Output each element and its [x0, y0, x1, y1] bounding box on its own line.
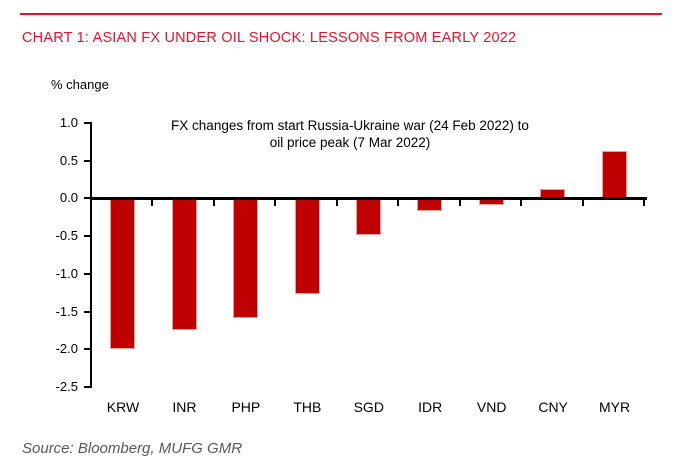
y-axis-tick-label: -1.0: [55, 265, 78, 281]
x-axis-tick: [458, 199, 461, 206]
y-axis-tick-label: -2.0: [55, 341, 78, 357]
x-axis-label-thb: THB: [293, 399, 322, 415]
y-axis-tick-label: 0.5: [59, 152, 78, 168]
y-axis-tick: [84, 348, 90, 351]
chart-subtitle: FX changes from start Russia-Ukraine war…: [100, 117, 600, 151]
x-axis-tick: [581, 199, 584, 206]
y-axis-tick-label: -1.5: [55, 303, 78, 319]
x-axis-tick: [643, 199, 645, 206]
x-axis-tick: [151, 199, 154, 206]
y-axis-tick: [84, 386, 90, 388]
source-note: Source: Bloomberg, MUFG GMR: [22, 440, 243, 457]
bar-thb: [294, 198, 320, 295]
y-axis-tick-label: 0.0: [59, 190, 78, 206]
chart-heading: CHART 1: ASIAN FX UNDER OIL SHOCK: LESSO…: [22, 30, 517, 46]
bar-sgd: [356, 198, 381, 235]
bar-krw: [110, 198, 136, 350]
x-axis-label-idr: IDR: [418, 399, 443, 415]
x-axis-tick: [397, 199, 400, 206]
x-axis-label-php: PHP: [231, 399, 261, 415]
y-axis-tick: [84, 235, 90, 238]
x-axis-label-inr: INR: [172, 399, 197, 415]
y-axis-tick: [84, 159, 90, 162]
x-axis-label-sgd: SGD: [353, 399, 384, 415]
y-axis-tick-label: -2.5: [55, 379, 78, 394]
bar-inr: [171, 198, 197, 330]
x-axis-label-cny: CNY: [538, 399, 568, 415]
bar-myr: [601, 150, 627, 199]
bar-php: [233, 198, 259, 318]
y-axis-tick-label: 1.0: [59, 115, 78, 130]
x-axis-zero-line: [90, 196, 647, 200]
y-axis-line: [90, 122, 92, 388]
x-axis-label-krw: KRW: [106, 399, 140, 415]
y-axis-tick: [84, 122, 90, 124]
x-axis-label-myr: MYR: [598, 399, 631, 415]
x-axis-label-vnd: VND: [476, 399, 507, 415]
x-axis-tick: [520, 199, 523, 206]
x-axis-tick: [335, 199, 338, 206]
chart-subtitle-line-1: FX changes from start Russia-Ukraine war…: [171, 118, 529, 133]
y-axis-unit-label: % change: [51, 77, 109, 92]
y-axis-tick: [84, 197, 90, 200]
x-axis-tick: [274, 199, 277, 206]
y-axis-tick-label: -0.5: [55, 228, 78, 244]
x-axis-tick: [212, 199, 215, 206]
y-axis-tick: [84, 272, 90, 275]
top-divider-line: [20, 13, 662, 15]
chart-subtitle-line-2: oil price peak (7 Mar 2022): [269, 135, 431, 150]
y-axis-tick: [84, 310, 90, 313]
bar-idr: [417, 198, 443, 212]
